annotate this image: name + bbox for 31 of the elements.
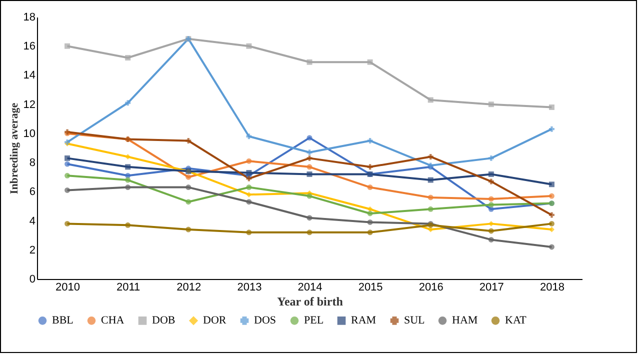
x-tick-label: 2015 [358, 282, 383, 294]
x-tick-label: 2018 [540, 282, 564, 294]
x-tick-label: 2010 [56, 282, 80, 294]
y-tick-label: 10 [23, 128, 36, 140]
legend-label: KAT [505, 314, 527, 327]
x-tick-label: 2017 [479, 282, 504, 294]
x-tick-label: 2014 [298, 282, 322, 294]
legend-label: DOR [203, 314, 227, 327]
y-tick-label: 12 [23, 98, 36, 111]
y-tick-label: 4 [29, 215, 36, 228]
x-axis-title: Year of birth [277, 294, 344, 308]
y-axis-title: Inbreeding average [8, 102, 20, 194]
legend-label: DOS [254, 314, 276, 327]
y-tick-label: 18 [23, 12, 36, 24]
y-tick-label: 6 [29, 186, 36, 198]
legend-label: PEL [304, 314, 324, 327]
x-tick-label: 2013 [237, 282, 262, 294]
legend-label: HAM [452, 314, 478, 327]
legend-label: DOB [152, 314, 176, 327]
y-tick-label: 0 [29, 274, 36, 286]
y-tick-label: 8 [29, 157, 36, 170]
y-tick-label: 16 [23, 40, 36, 53]
legend-label: SUL [404, 314, 426, 327]
x-tick-label: 2012 [176, 282, 202, 294]
legend-label: CHA [101, 314, 124, 327]
y-tick-label: 2 [29, 244, 36, 256]
x-tick-label: 2011 [116, 282, 140, 294]
legend-label: BBL [52, 314, 74, 327]
y-tick-label: 14 [23, 70, 36, 82]
x-tick-label: 2016 [418, 282, 444, 294]
legend-label: RAM [351, 314, 376, 327]
